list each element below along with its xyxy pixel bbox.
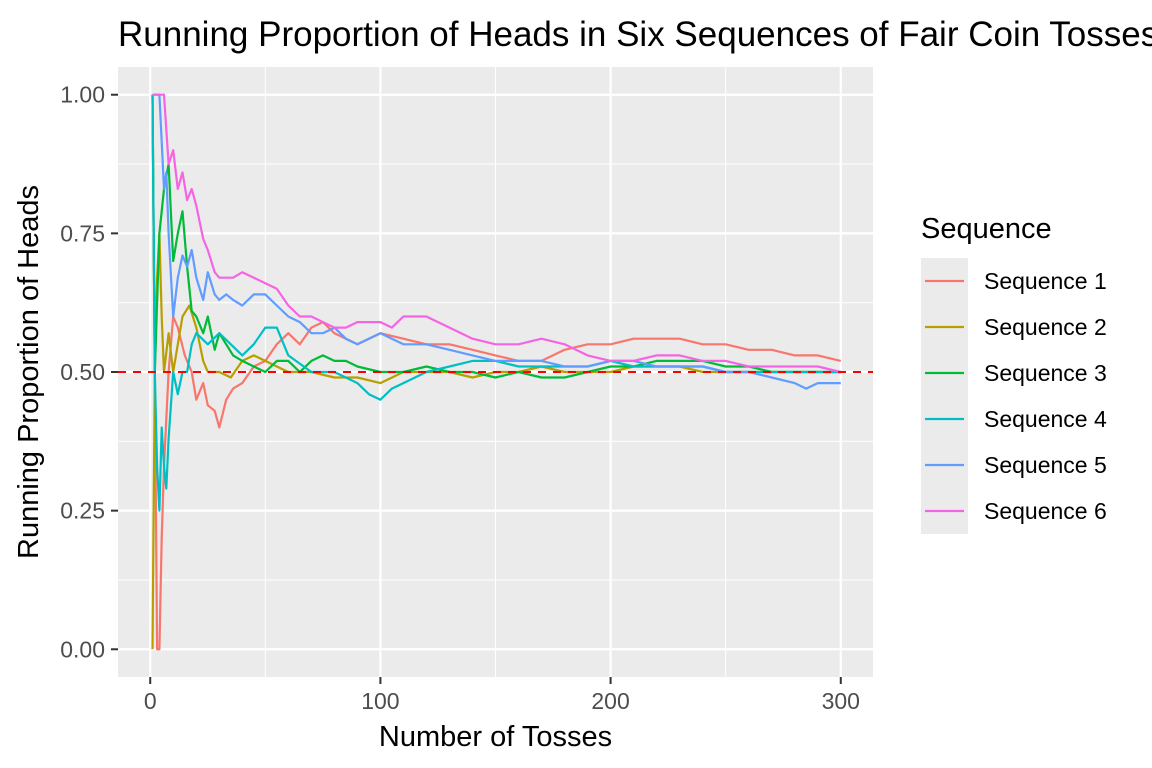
x-axis-title: Number of Tosses	[379, 721, 612, 753]
legend-label-1: Sequence 1	[984, 268, 1107, 294]
y-axis: 0.00 0.25 0.50 0.75 1.00	[60, 82, 118, 662]
y-tick-label: 0.25	[60, 498, 105, 524]
legend-label-4: Sequence 4	[984, 406, 1107, 432]
legend-label-5: Sequence 5	[984, 452, 1107, 478]
y-tick-label: 0.75	[60, 220, 105, 246]
series-line-1	[151, 94, 842, 651]
x-tick-label: 100	[361, 688, 399, 714]
chart-title: Running Proportion of Heads in Six Seque…	[118, 15, 1152, 54]
legend-label-6: Sequence 6	[984, 498, 1107, 524]
series-line-6	[152, 93, 842, 374]
x-tick-label: 200	[591, 688, 629, 714]
series-line-5	[152, 93, 841, 390]
x-tick-label: 0	[144, 688, 157, 714]
legend-label-3: Sequence 3	[984, 360, 1107, 386]
legend: Sequence Sequence 1 Sequence 2 Sequence 3 S…	[921, 213, 1107, 534]
y-axis-title: Running Proportion of Heads	[13, 185, 45, 559]
series-lines	[151, 93, 842, 651]
legend-title: Sequence	[921, 213, 1052, 245]
y-tick-label: 1.00	[60, 82, 105, 108]
y-tick-label: 0.50	[60, 359, 105, 385]
x-axis: 0 100 200 300	[144, 677, 860, 714]
legend-label-2: Sequence 2	[984, 314, 1107, 340]
x-tick-label: 300	[822, 688, 860, 714]
y-tick-label: 0.00	[60, 636, 105, 662]
